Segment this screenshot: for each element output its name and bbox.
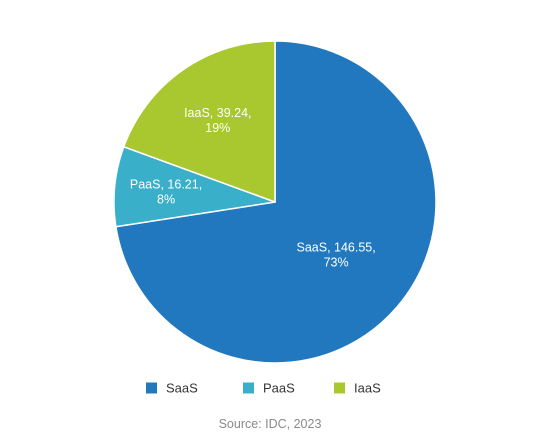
legend-label: PaaS: [263, 381, 295, 396]
legend-swatch: [243, 382, 254, 394]
legend-swatch: [146, 382, 157, 394]
legend-item-saas[interactable]: SaaS: [146, 381, 198, 396]
pie-slice-saas: [115, 40, 437, 364]
legend-label: IaaS: [354, 381, 381, 396]
source-note: Source: IDC, 2023: [219, 417, 322, 431]
pie-slice-iaas: [122, 40, 276, 204]
slice-label-saas: SaaS, 146.55, 73%: [297, 240, 376, 269]
slice-label-paas: PaaS, 16.21, 8%: [130, 177, 202, 206]
slice-labels: SaaS, 146.55, 73% PaaS, 16.21, 8% IaaS, 39.2…: [130, 106, 376, 269]
legend: SaaS PaaS IaaS: [146, 381, 381, 396]
legend-item-paas[interactable]: PaaS: [243, 381, 295, 396]
pie-slices: [113, 40, 437, 364]
legend-label: SaaS: [166, 381, 198, 396]
slice-label-iaas: IaaS, 39.24, 19%: [184, 106, 251, 135]
legend-swatch: [334, 382, 345, 394]
legend-item-iaas[interactable]: IaaS: [334, 381, 381, 396]
